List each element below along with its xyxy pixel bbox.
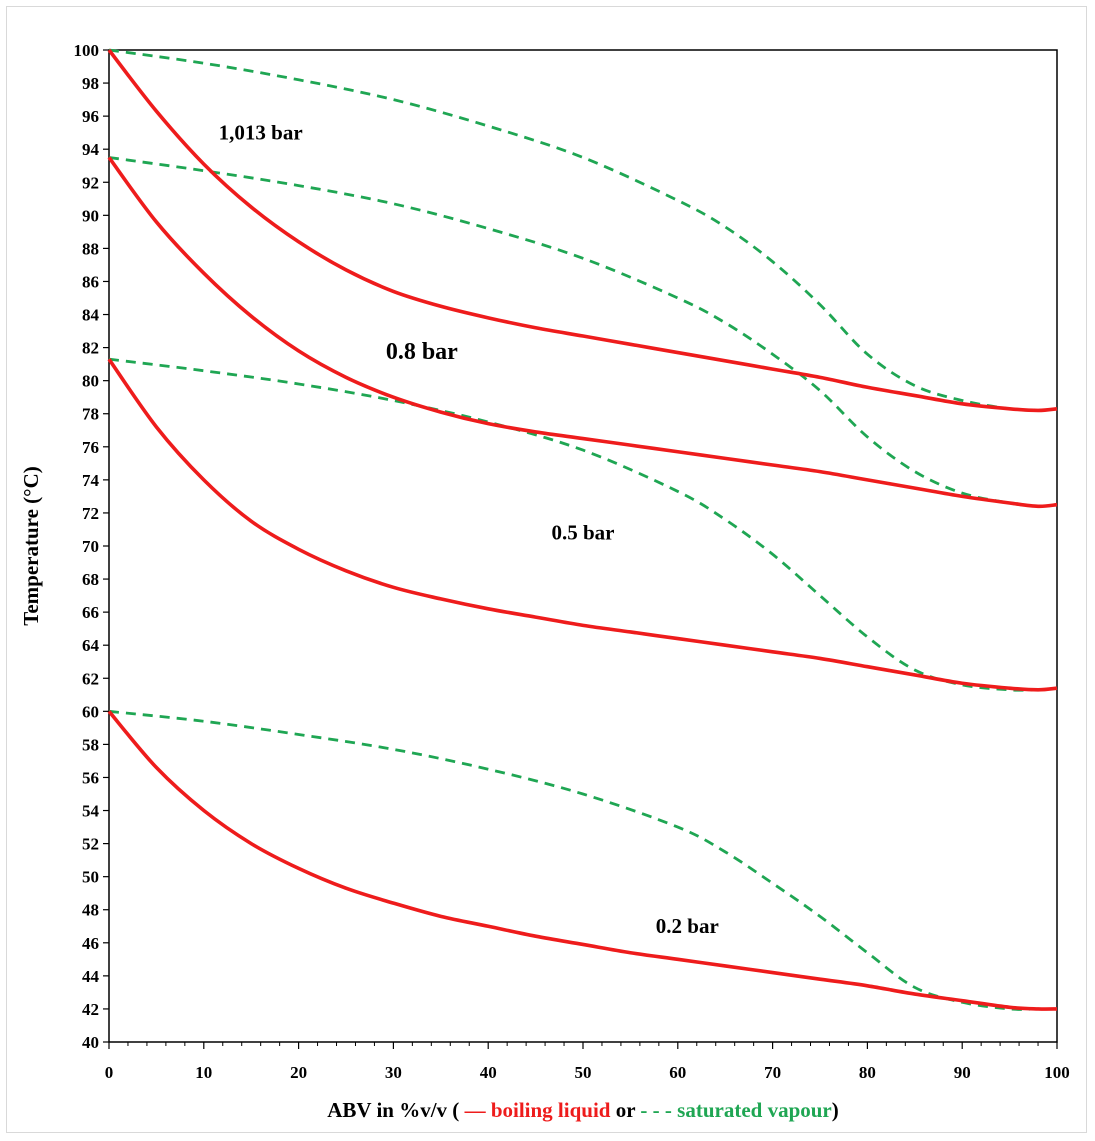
x-tick-label: 0 — [105, 1063, 114, 1082]
x-tick-label: 90 — [954, 1063, 971, 1082]
y-tick-label: 46 — [82, 934, 99, 953]
curve-label-0-5-bar: 0.5 bar — [552, 520, 615, 544]
plot-area-border — [108, 49, 1058, 1043]
y-tick-label: 62 — [82, 669, 99, 688]
x-tick-label: 50 — [575, 1063, 592, 1082]
y-tick-label: 86 — [82, 272, 99, 291]
curve-label-0-8-bar: 0.8 bar — [386, 339, 458, 365]
y-tick-label: 52 — [82, 835, 99, 854]
boiling-liquid-curve-0-8 — [107, 156, 1058, 509]
x-tick-label: 80 — [859, 1063, 876, 1082]
x-axis-title-prefix: ABV in %v/v ( — [327, 1098, 464, 1122]
y-tick-label: 64 — [82, 636, 100, 655]
y-tick-label: 74 — [82, 471, 100, 490]
x-axis-title-or: or — [610, 1098, 640, 1122]
boiling-liquid-curve-0-2 — [107, 710, 1058, 1011]
y-tick-label: 80 — [82, 372, 99, 391]
y-axis-title: Temperature (°C) — [19, 466, 43, 625]
y-tick-label: 60 — [82, 702, 99, 721]
x-tick-label: 40 — [480, 1063, 497, 1082]
y-tick-label: 90 — [82, 206, 99, 225]
y-tick-label: 88 — [82, 239, 99, 258]
curve-label-0-2-bar: 0.2 bar — [656, 914, 719, 938]
y-tick-label: 92 — [82, 173, 99, 192]
x-tick-label: 10 — [195, 1063, 212, 1082]
y-tick-label: 56 — [82, 768, 99, 787]
y-tick-label: 70 — [82, 537, 99, 556]
liquid-legend-text: boiling liquid — [491, 1098, 611, 1122]
y-tick-label: 84 — [82, 306, 100, 325]
y-tick-label: 54 — [82, 802, 100, 821]
y-tick-label: 72 — [82, 504, 99, 523]
y-tick-label: 94 — [82, 140, 100, 159]
saturated-vapour-curve-0-2 — [108, 709, 1057, 1011]
boiling-liquid-curve-1-013 — [107, 48, 1058, 413]
x-tick-label: 20 — [290, 1063, 307, 1082]
axis-ticks: 40 42 44 46 48 50 52 54 56 58 60 62 64 66 68 70 72 74 76 78… — [74, 41, 1070, 1082]
x-tick-label: 60 — [669, 1063, 686, 1082]
y-tick-label: 96 — [82, 107, 99, 126]
liquid-legend-marker: — — [464, 1098, 491, 1122]
y-tick-label: 98 — [82, 74, 99, 93]
boiling-liquid-curve-0-5 — [107, 358, 1058, 692]
y-tick-label: 58 — [82, 735, 99, 754]
y-tick-label: 78 — [82, 405, 99, 424]
y-tick-label: 48 — [82, 901, 99, 920]
x-tick-label: 100 — [1044, 1063, 1070, 1082]
saturated-vapour-curve-0-5 — [108, 357, 1058, 692]
curve-labels: 1,013 bar 0.8 bar 0.5 bar 0.2 bar — [219, 120, 719, 938]
vapour-legend-text: saturated vapour — [677, 1098, 832, 1122]
chart-frame — [6, 6, 1087, 1133]
curve-label-1-013-bar: 1,013 bar — [219, 120, 303, 144]
y-tick-label: 40 — [82, 1033, 99, 1052]
saturated-vapour-curve-0-8 — [108, 156, 1058, 508]
y-tick-label: 44 — [82, 967, 100, 986]
x-tick-label: 30 — [385, 1063, 402, 1082]
x-axis-title: ABV in %v/v ( — boiling liquid or - - - … — [327, 1098, 839, 1122]
x-axis-title-suffix: ) — [832, 1098, 839, 1122]
y-tick-label: 50 — [82, 868, 99, 887]
y-tick-label: 68 — [82, 570, 99, 589]
y-tick-label: 42 — [82, 1000, 99, 1019]
y-tick-label: 76 — [82, 438, 99, 457]
y-tick-label: 100 — [74, 41, 100, 60]
saturated-vapour-curve-1-013 — [108, 48, 1058, 412]
y-tick-label: 66 — [82, 603, 99, 622]
y-tick-label: 82 — [82, 339, 99, 358]
x-tick-label: 70 — [764, 1063, 781, 1082]
vapour-legend-marker: - - - — [640, 1098, 677, 1122]
series-layer — [107, 48, 1058, 1011]
